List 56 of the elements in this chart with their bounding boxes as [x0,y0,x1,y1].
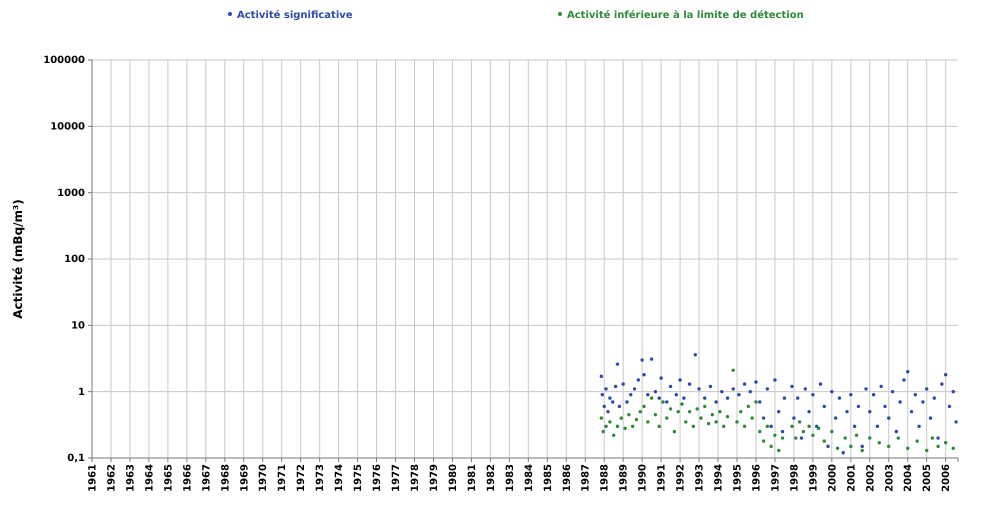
x-tick-label: 1975 [353,464,364,492]
x-tick-label: 2006 [941,464,952,492]
x-tick-label: 1988 [600,464,611,492]
y-tick-label: 1 [78,386,86,398]
legend-label: Activité inférieure à la limite de détection [567,10,804,21]
y-tick-label: 10000 [50,122,86,133]
x-tick-label: 1976 [372,464,384,492]
x-tick-label: 1961 [88,464,98,492]
x-tick-label: 1968 [220,464,232,492]
x-tick-label: 1997 [770,464,782,492]
x-tick-label: 1986 [562,464,573,492]
x-tick-label: 1992 [676,464,687,492]
x-tick-label: 2001 [846,464,858,492]
x-tick-label: 1972 [296,464,308,492]
x-tick-label: 1982 [486,464,497,492]
y-tick-label: 100 [64,254,86,266]
x-tick-label: 1966 [182,464,194,492]
x-tick-label: 2000 [827,464,838,492]
x-tick-label: 1984 [524,464,535,492]
x-tick-label: 1974 [334,464,346,492]
x-tick-label: 1995 [732,464,744,492]
x-tick-label: 1990 [638,464,649,492]
x-tick-label: 1991 [656,464,668,492]
x-tick-label: 2004 [903,464,914,492]
x-tick-label: 1993 [694,464,706,492]
x-tick-label: 1965 [163,464,174,492]
x-tick-label: 1998 [789,464,800,492]
legend-label: Activité significative [237,10,353,21]
x-tick-label: 1973 [315,464,326,492]
x-tick-label: 2003 [884,464,896,492]
x-tick-label: 1969 [239,464,250,492]
x-tick-label: 1964 [144,464,156,492]
x-tick-label: 1979 [428,464,440,492]
x-tick-label: 2005 [922,464,934,492]
y-tick-label: 10 [71,320,86,332]
x-tick-label: 1980 [448,464,459,492]
x-tick-label: 1977 [391,464,402,492]
x-tick-label: 1996 [751,464,762,492]
x-tick-label: 1978 [410,464,421,492]
x-tick-label: 1967 [201,464,212,492]
x-tick-label: 1989 [618,464,630,492]
x-tick-label: 1983 [504,464,516,492]
x-tick-label: 1987 [580,464,592,492]
x-tick-label: 1971 [277,464,288,492]
x-tick-label: 2002 [865,464,876,492]
y-tick-label: 1000 [57,188,86,199]
y-tick-label: 0,1 [67,453,86,464]
y-tick-label: 100000 [43,55,86,66]
x-tick-label: 1981 [466,464,478,492]
x-tick-label: 1970 [258,464,270,492]
y-axis-title: Activité (mBq/m³) [11,199,25,319]
x-tick-label: 1985 [542,464,554,492]
x-tick-label: 1963 [125,464,136,492]
x-tick-label: 1962 [106,464,118,492]
x-tick-label: 1999 [808,464,820,492]
x-tick-label: 1994 [714,464,725,492]
